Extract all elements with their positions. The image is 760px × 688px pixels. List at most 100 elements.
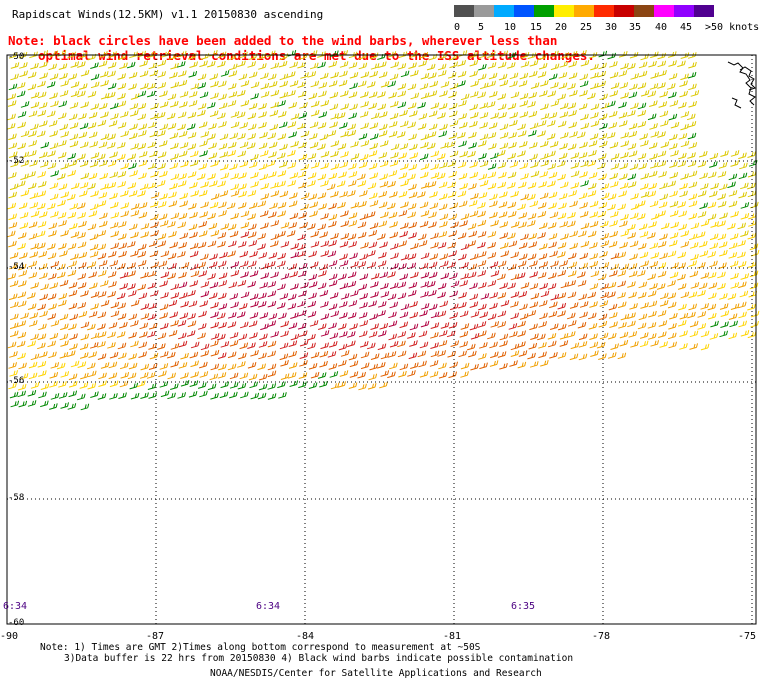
wind-barb <box>289 80 299 87</box>
wind-barb <box>429 360 439 367</box>
wind-barb <box>236 111 246 119</box>
wind-barb <box>36 202 46 210</box>
wind-barb <box>398 210 408 217</box>
wind-barb <box>388 320 398 328</box>
wind-barb <box>588 322 598 330</box>
wind-barb <box>669 271 679 279</box>
wind-barb <box>307 300 317 308</box>
wind-barb <box>488 122 498 129</box>
wind-barb <box>366 211 376 218</box>
wind-barb <box>349 360 359 368</box>
wind-barb <box>638 61 648 69</box>
wind-barb <box>617 251 627 259</box>
wind-barb <box>478 303 487 311</box>
wind-barb <box>509 331 518 338</box>
wind-barb <box>28 320 38 327</box>
wind-barb <box>630 193 639 200</box>
wind-barb <box>617 270 627 277</box>
wind-barb <box>109 171 119 179</box>
wind-barb <box>330 150 339 158</box>
wind-barb <box>49 332 59 340</box>
wind-barb <box>678 101 687 109</box>
wind-barb <box>239 250 249 258</box>
wind-barb <box>518 290 528 298</box>
wind-barb <box>620 263 630 271</box>
wind-barb <box>517 361 527 369</box>
wind-barb <box>186 330 196 337</box>
wind-barb <box>498 73 508 81</box>
wind-barb <box>277 210 286 218</box>
wind-barb <box>477 202 486 209</box>
wind-barb <box>470 311 480 318</box>
wind-barb <box>97 323 106 330</box>
wind-barb <box>347 123 356 131</box>
wind-barb <box>610 82 620 90</box>
wind-barb <box>76 393 86 401</box>
wind-barb <box>77 282 87 289</box>
wind-barb <box>397 340 406 348</box>
wind-barb <box>518 242 528 249</box>
map-title: Rapidscat Winds(12.5KM) v1.1 20150830 as… <box>12 8 324 21</box>
wind-barb <box>197 73 207 81</box>
wind-barb <box>617 301 627 309</box>
wind-barb <box>270 271 279 279</box>
wind-barb <box>219 190 229 197</box>
wind-barb <box>319 350 329 358</box>
wind-barb <box>267 340 277 348</box>
wind-barb <box>59 313 69 321</box>
wind-barb <box>366 81 376 88</box>
wind-barb <box>319 289 329 297</box>
wind-barb <box>358 62 368 70</box>
wind-barb <box>138 160 148 167</box>
wind-barb <box>167 221 176 228</box>
wind-barb <box>57 173 66 180</box>
wind-barb <box>40 141 50 149</box>
wind-barb <box>236 311 246 318</box>
wind-barb <box>709 233 719 241</box>
wind-barb <box>659 341 668 348</box>
wind-barb <box>20 312 29 320</box>
wind-barb <box>548 272 557 280</box>
wind-barb <box>49 381 58 388</box>
wind-barb <box>608 303 618 311</box>
wind-barb <box>157 151 167 159</box>
wind-barb <box>599 300 609 307</box>
wind-barb <box>109 222 119 229</box>
wind-barb <box>567 143 577 151</box>
colorbar-swatch <box>674 5 694 17</box>
wind-barb <box>449 61 458 69</box>
wind-barb <box>349 323 358 330</box>
wind-barb <box>478 330 487 337</box>
wind-barb <box>349 82 358 90</box>
wind-barb <box>657 240 667 248</box>
wind-barb <box>227 223 237 231</box>
wind-barb <box>7 93 17 100</box>
wind-barb <box>738 311 747 319</box>
wind-barb <box>639 231 649 238</box>
wind-barb <box>189 181 198 189</box>
wind-barb <box>279 143 288 151</box>
wind-barb <box>17 242 26 250</box>
wind-barb <box>678 210 687 218</box>
wind-barb <box>286 230 296 237</box>
wind-barb <box>328 202 337 210</box>
wind-barb <box>639 340 649 348</box>
wind-barb <box>698 240 708 248</box>
wind-barb <box>359 111 369 118</box>
wind-barb <box>477 91 486 99</box>
wind-barb <box>359 213 369 221</box>
wind-barb <box>477 73 487 81</box>
wind-barb <box>278 60 288 68</box>
wind-barb <box>659 299 669 307</box>
wind-barb <box>246 142 256 150</box>
wind-barb <box>359 190 368 197</box>
wind-barb <box>217 352 227 359</box>
wind-barb <box>579 210 589 218</box>
wind-barb <box>188 70 198 78</box>
wind-barb <box>459 280 468 287</box>
wind-barb <box>288 131 297 138</box>
wind-barb <box>697 311 707 318</box>
wind-barb <box>179 232 189 240</box>
wind-barb <box>139 331 148 338</box>
wind-barb <box>128 190 138 197</box>
